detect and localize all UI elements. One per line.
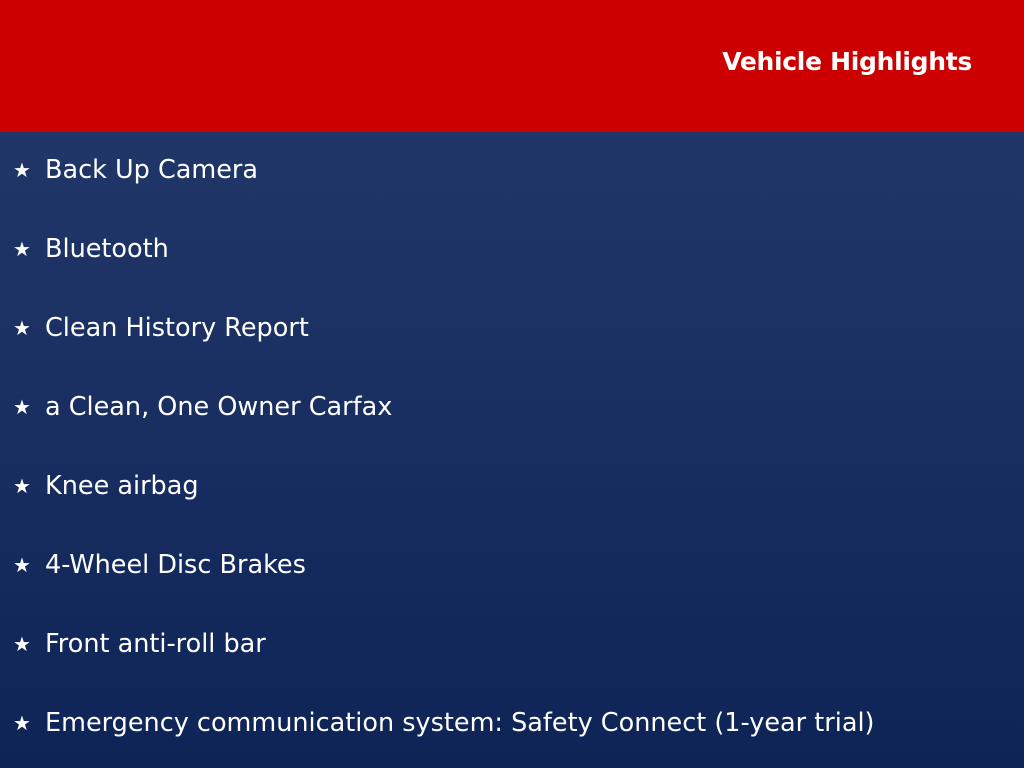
highlight-label: Emergency communication system: Safety C… xyxy=(45,707,875,738)
star-icon: ★ xyxy=(13,552,31,577)
header-bar: Vehicle Highlights xyxy=(0,0,1024,132)
star-icon: ★ xyxy=(13,710,31,735)
list-item: ★ 4-Wheel Disc Brakes xyxy=(0,525,1024,604)
star-icon: ★ xyxy=(13,236,31,261)
star-icon: ★ xyxy=(13,631,31,656)
list-item: ★ Clean History Report xyxy=(0,288,1024,367)
star-icon: ★ xyxy=(13,473,31,498)
list-item: ★ Back Up Camera xyxy=(0,130,1024,209)
list-item: ★ Bluetooth xyxy=(0,209,1024,288)
highlight-label: Clean History Report xyxy=(45,312,309,343)
star-icon: ★ xyxy=(13,394,31,419)
list-item: ★ a Clean, One Owner Carfax xyxy=(0,367,1024,446)
highlight-label: a Clean, One Owner Carfax xyxy=(45,391,393,422)
page-title: Vehicle Highlights xyxy=(722,47,972,76)
list-item: ★ Front anti-roll bar xyxy=(0,604,1024,683)
list-item: ★ Emergency communication system: Safety … xyxy=(0,683,1024,762)
star-icon: ★ xyxy=(13,157,31,182)
highlight-label: Bluetooth xyxy=(45,233,169,264)
highlights-list: ★ Back Up Camera ★ Bluetooth ★ Clean History … xyxy=(0,132,1024,764)
highlight-label: Front anti-roll bar xyxy=(45,628,266,659)
highlight-label: Back Up Camera xyxy=(45,154,259,185)
highlight-label: Knee airbag xyxy=(45,470,199,501)
star-icon: ★ xyxy=(13,315,31,340)
highlight-label: 4-Wheel Disc Brakes xyxy=(45,549,306,580)
list-item: ★ Knee airbag xyxy=(0,446,1024,525)
